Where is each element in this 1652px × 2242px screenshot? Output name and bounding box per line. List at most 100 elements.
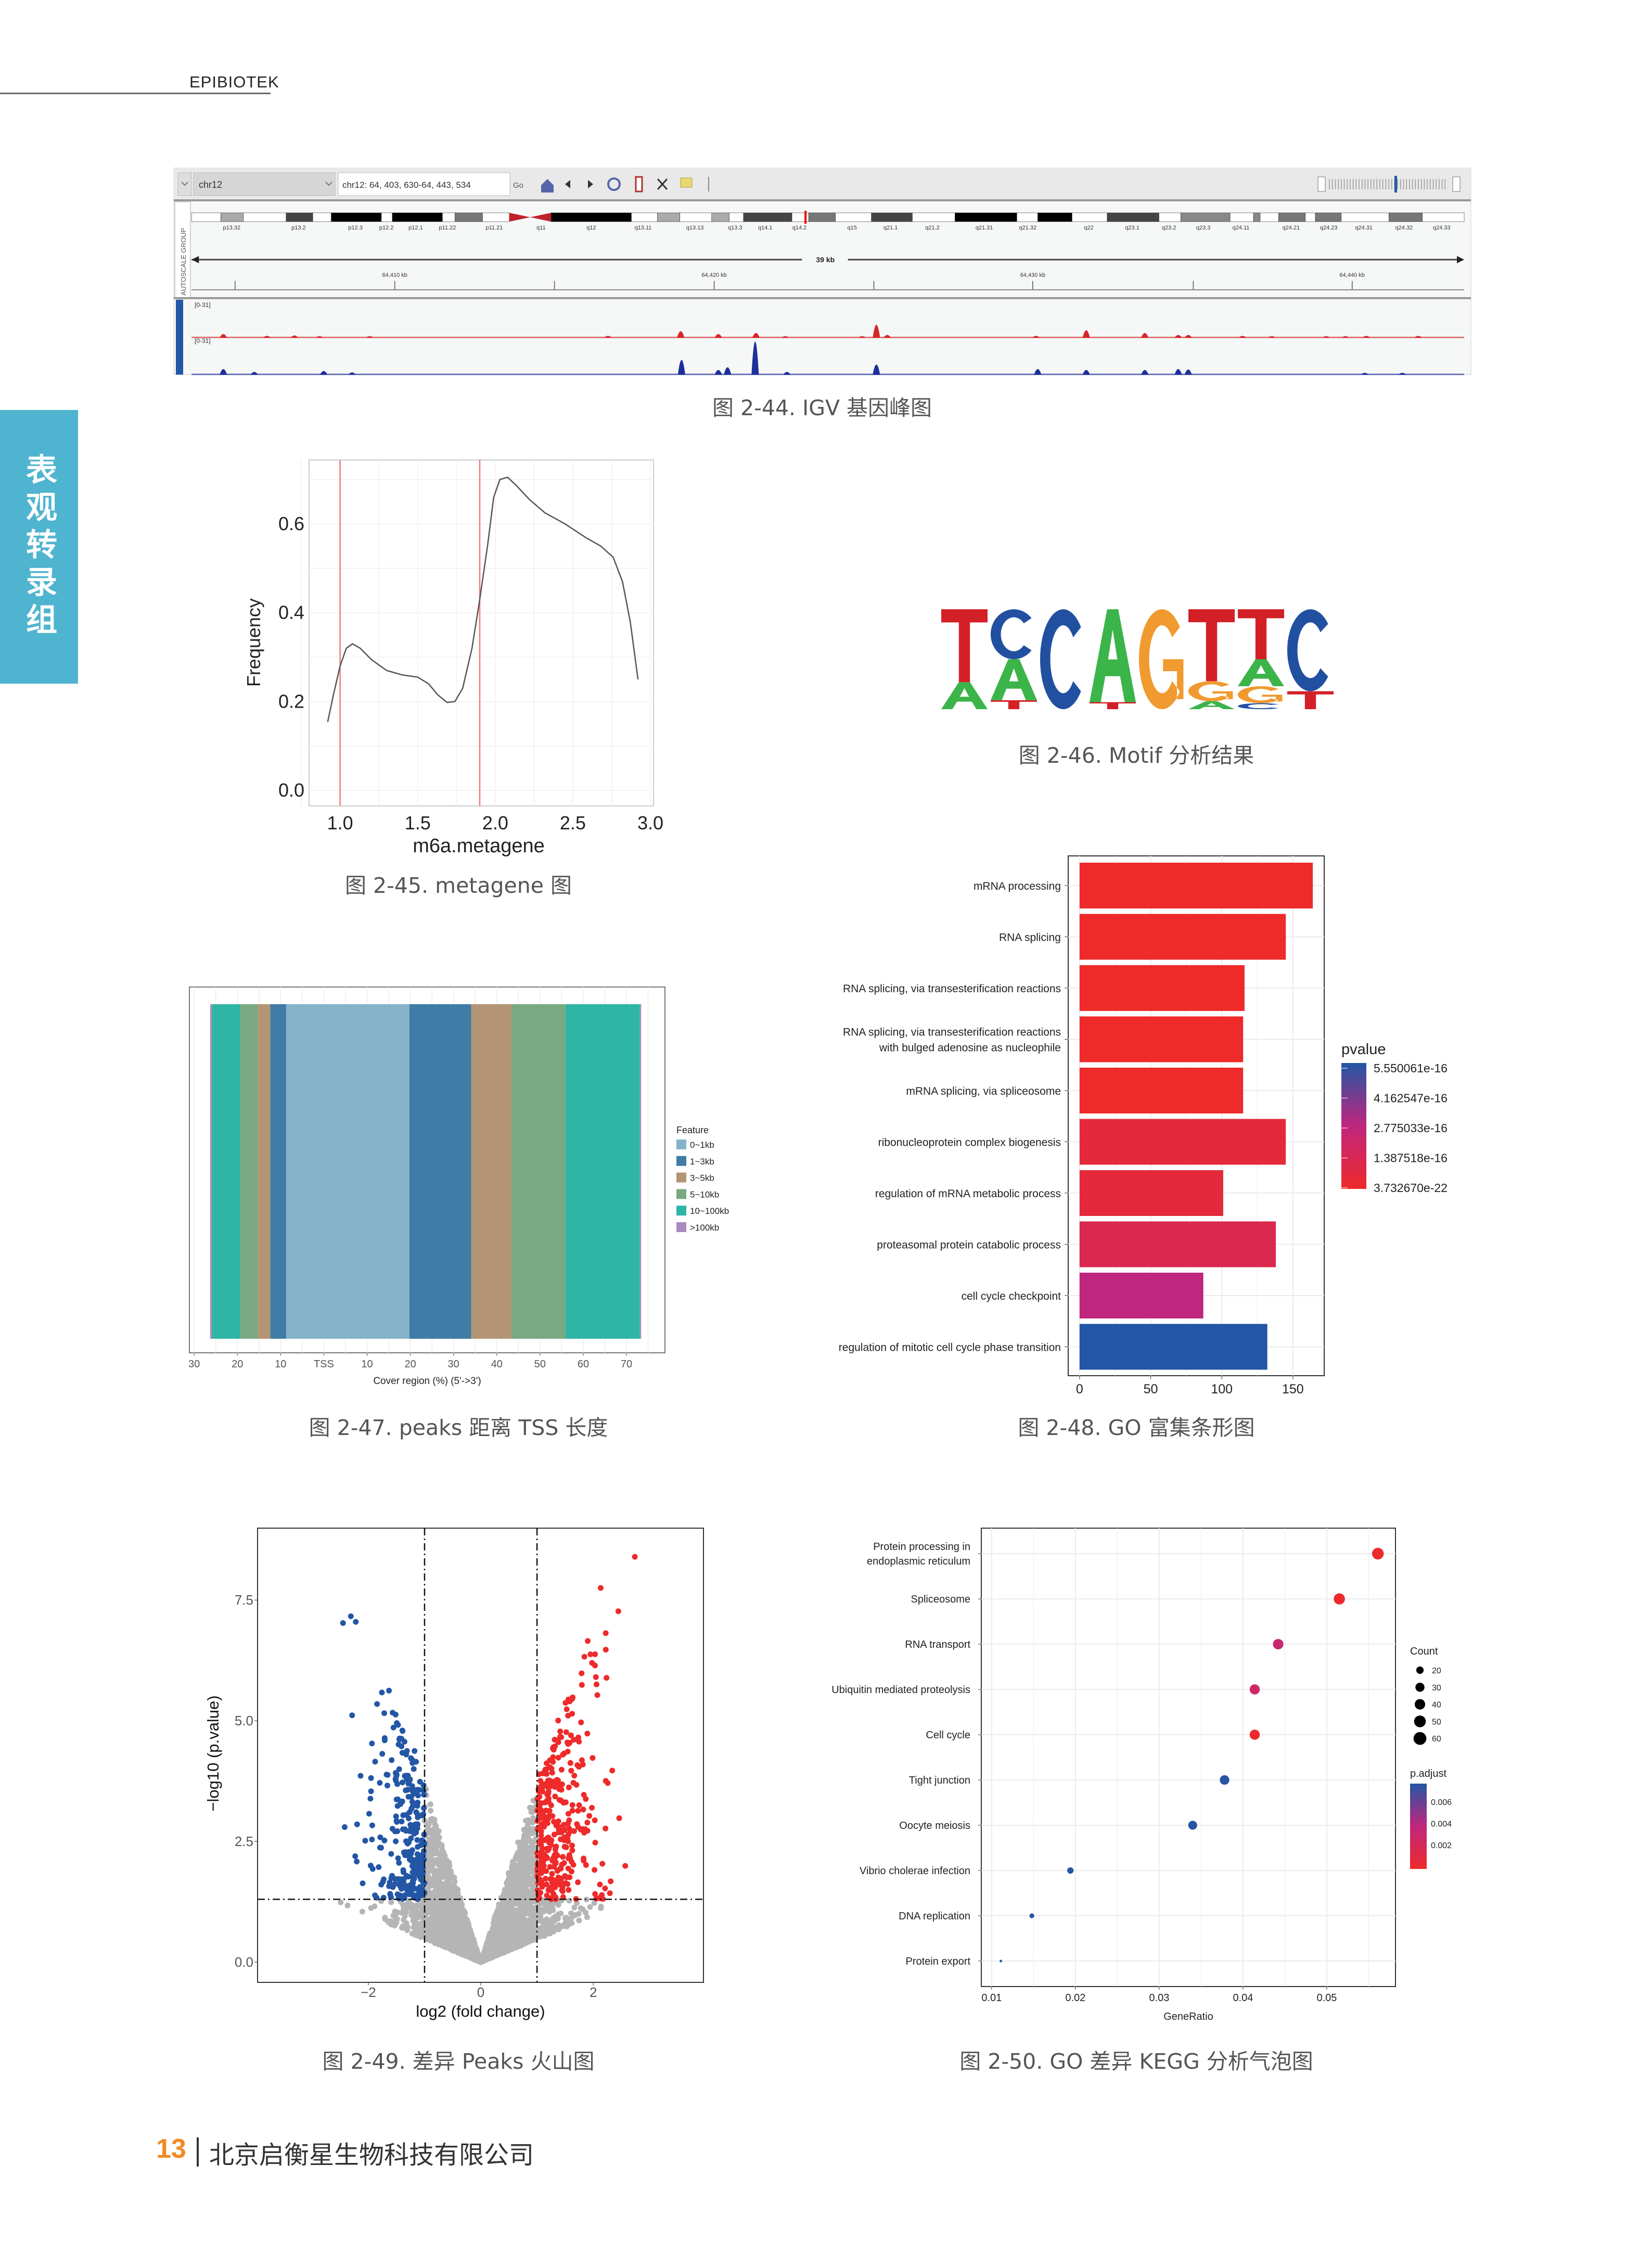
locus-input[interactable] bbox=[338, 172, 510, 196]
y-tick-label: 5.0 bbox=[235, 1713, 253, 1728]
point-ns bbox=[434, 1904, 440, 1910]
x-tick-label: 20 bbox=[404, 1359, 416, 1370]
signal-peak bbox=[1174, 369, 1182, 375]
point-ns bbox=[519, 1941, 525, 1947]
point-ns bbox=[509, 1938, 516, 1944]
refresh-icon[interactable] bbox=[607, 177, 621, 191]
point-up bbox=[583, 1862, 589, 1868]
point-down bbox=[412, 1748, 418, 1754]
point-ns bbox=[487, 1945, 493, 1951]
point-down bbox=[415, 1814, 421, 1821]
bar-segment bbox=[639, 1004, 642, 1339]
category-label: regulation of mRNA metabolic process bbox=[875, 1188, 1061, 1200]
point-up bbox=[553, 1843, 559, 1850]
point-ns bbox=[452, 1916, 458, 1923]
x-axis-title: GeneRatio bbox=[1163, 2011, 1213, 2022]
point-down bbox=[407, 1822, 414, 1828]
cytoband bbox=[221, 212, 244, 222]
point-down bbox=[349, 1712, 355, 1719]
cytoband bbox=[191, 212, 221, 222]
close-icon[interactable] bbox=[657, 178, 668, 190]
cytoband-label: q24.33 bbox=[1433, 225, 1451, 231]
x-tick-label: 0 bbox=[1076, 1382, 1083, 1397]
point-down bbox=[400, 1867, 406, 1873]
brand-name: EPIBIOTEK bbox=[189, 73, 279, 91]
point-up bbox=[576, 1738, 582, 1745]
chromosome-dropdown[interactable] bbox=[193, 172, 336, 196]
ruler-label: 64,420 kb bbox=[701, 272, 726, 278]
legend-label: 3.732670e-22 bbox=[1374, 1181, 1448, 1195]
point-up bbox=[551, 1818, 557, 1825]
point-ns bbox=[513, 1853, 519, 1860]
point-ns bbox=[523, 1911, 530, 1917]
forward-icon[interactable] bbox=[588, 180, 593, 188]
cytoband bbox=[1017, 212, 1038, 222]
ruler-icon[interactable] bbox=[635, 176, 643, 193]
cytoband-label: q13.11 bbox=[635, 225, 652, 231]
cytoband-label: p11.22 bbox=[439, 225, 456, 231]
point-up bbox=[545, 1779, 552, 1785]
point-up bbox=[552, 1737, 558, 1743]
point-up bbox=[566, 1887, 572, 1893]
point-ns bbox=[494, 1933, 500, 1940]
signal-peak bbox=[677, 331, 685, 338]
home-icon[interactable] bbox=[541, 179, 554, 193]
legend-title: Feature bbox=[676, 1125, 709, 1135]
genome-dropdown[interactable] bbox=[177, 172, 192, 196]
point-ns bbox=[428, 1903, 434, 1909]
signal-peak bbox=[752, 333, 760, 338]
point-ns bbox=[425, 1909, 431, 1915]
density-line bbox=[327, 476, 639, 722]
point-up bbox=[548, 1837, 555, 1843]
size-legend-dot bbox=[1416, 1666, 1424, 1674]
zoom-slider-thumb[interactable] bbox=[1394, 176, 1397, 193]
point-down bbox=[399, 1727, 405, 1734]
point-ns bbox=[520, 1934, 526, 1940]
cytoband bbox=[1230, 212, 1254, 222]
point-ns bbox=[526, 1868, 532, 1874]
zoom-in-icon[interactable] bbox=[1452, 176, 1461, 192]
point-down bbox=[400, 1779, 405, 1786]
point-down bbox=[362, 1838, 368, 1844]
x-axis-title: Cover region (%) (5'->3') bbox=[373, 1376, 481, 1387]
y-tick-label: 7.5 bbox=[235, 1592, 253, 1608]
x-tick-label: 50 bbox=[534, 1359, 546, 1370]
point-up bbox=[551, 1831, 557, 1838]
cytoband-label: q23.1 bbox=[1125, 225, 1139, 231]
y-axis-title: −log10 (p.value) bbox=[204, 1695, 222, 1811]
category-label: Oocyte meiosis bbox=[899, 1820, 970, 1831]
point-ns bbox=[448, 1888, 454, 1894]
point-up bbox=[574, 1762, 581, 1768]
point-up bbox=[541, 1837, 547, 1843]
point-ns bbox=[523, 1920, 529, 1926]
point-ns bbox=[502, 1911, 508, 1917]
point-down bbox=[377, 1834, 383, 1840]
category-label: Vibrio cholerae infection bbox=[860, 1865, 970, 1877]
motif-letter-G bbox=[1188, 681, 1233, 701]
signal-peak bbox=[859, 336, 866, 338]
cytoband bbox=[1389, 212, 1423, 222]
point-down bbox=[381, 1876, 387, 1882]
zoom-out-icon[interactable] bbox=[1317, 176, 1326, 192]
point-up bbox=[571, 1773, 578, 1779]
point-up bbox=[544, 1760, 550, 1766]
back-icon[interactable] bbox=[565, 180, 570, 188]
go-button[interactable]: Go bbox=[513, 181, 523, 190]
point-down bbox=[413, 1886, 419, 1892]
point-down bbox=[408, 1851, 414, 1857]
y-axis-title: Frequency bbox=[243, 598, 264, 687]
popup-icon[interactable] bbox=[680, 177, 693, 188]
signal-peak bbox=[782, 336, 789, 338]
point-up bbox=[559, 1862, 565, 1868]
point-down bbox=[390, 1884, 396, 1890]
cytoband bbox=[392, 212, 443, 222]
cytoband-label: p12.1 bbox=[408, 225, 423, 231]
category-label: Spliceosome bbox=[911, 1594, 970, 1605]
point-up bbox=[590, 1755, 596, 1761]
point-ns bbox=[443, 1909, 449, 1915]
size-legend-dot bbox=[1414, 1715, 1426, 1727]
point-up bbox=[538, 1833, 544, 1839]
cytoband-label: q24.31 bbox=[1355, 225, 1373, 231]
point-up bbox=[592, 1817, 598, 1823]
